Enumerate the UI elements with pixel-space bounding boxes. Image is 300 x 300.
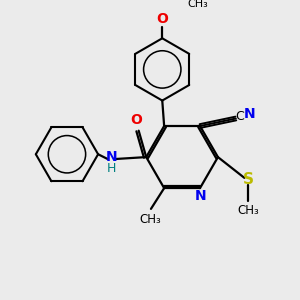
Text: CH₃: CH₃ bbox=[237, 204, 259, 218]
Text: CH₃: CH₃ bbox=[139, 213, 161, 226]
Text: O: O bbox=[130, 113, 142, 127]
Text: O: O bbox=[156, 12, 168, 26]
Text: S: S bbox=[243, 172, 254, 187]
Text: N: N bbox=[195, 189, 207, 203]
Text: CH₃: CH₃ bbox=[188, 0, 208, 9]
Text: N: N bbox=[106, 150, 117, 164]
Text: C: C bbox=[235, 110, 244, 123]
Text: H: H bbox=[106, 162, 116, 175]
Text: N: N bbox=[243, 107, 255, 121]
